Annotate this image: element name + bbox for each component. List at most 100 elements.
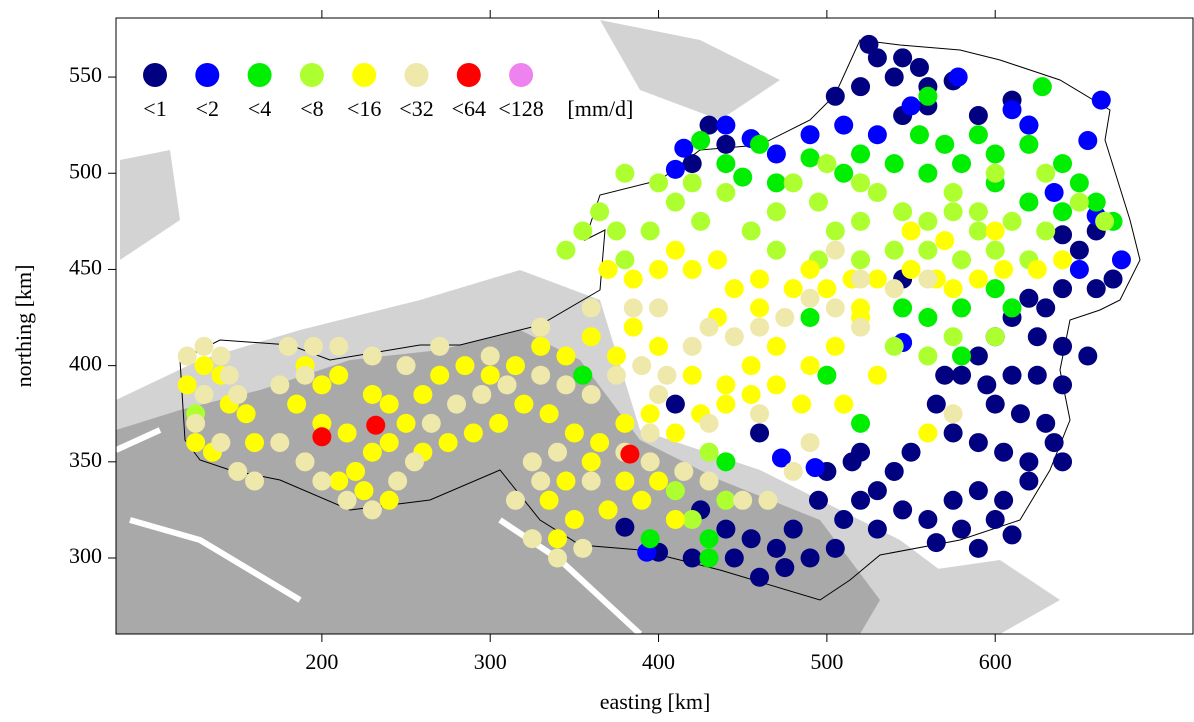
station-point	[522, 452, 542, 472]
station-point	[716, 394, 736, 414]
x-tick-label: 500	[810, 649, 843, 674]
station-point	[952, 298, 972, 318]
station-point	[581, 298, 601, 318]
station-point	[943, 327, 963, 347]
station-point	[1053, 202, 1073, 222]
station-point	[682, 510, 702, 530]
station-point	[851, 490, 871, 510]
station-point	[489, 413, 509, 433]
station-point	[379, 394, 399, 414]
station-point	[1019, 192, 1039, 212]
station-point	[1044, 182, 1064, 202]
station-point	[430, 365, 450, 385]
station-point	[867, 125, 887, 145]
station-point	[766, 202, 786, 222]
station-point	[800, 433, 820, 453]
station-point	[851, 144, 871, 164]
station-point	[665, 423, 685, 443]
station-point	[867, 182, 887, 202]
station-point	[918, 308, 938, 328]
station-point	[901, 96, 921, 116]
station-point	[531, 471, 551, 491]
station-point	[1002, 525, 1022, 545]
station-point	[480, 365, 500, 385]
country-border	[179, 39, 1141, 601]
station-point	[851, 250, 871, 270]
station-point	[968, 125, 988, 145]
legend-marker	[247, 63, 272, 87]
station-point	[194, 336, 214, 356]
station-point	[312, 471, 332, 491]
station-point	[177, 375, 197, 395]
station-point	[834, 163, 854, 183]
station-point	[800, 125, 820, 145]
station-point	[1053, 225, 1073, 245]
station-point	[716, 452, 736, 472]
station-point	[623, 298, 643, 318]
station-point	[716, 519, 736, 539]
station-point	[1036, 163, 1056, 183]
station-point	[834, 394, 854, 414]
station-point	[598, 259, 618, 279]
station-point	[825, 298, 845, 318]
station-point	[665, 510, 685, 530]
station-point	[1069, 192, 1089, 212]
station-point	[884, 336, 904, 356]
station-point	[505, 490, 525, 510]
station-point	[716, 115, 736, 135]
station-point	[867, 269, 887, 289]
station-point	[1053, 250, 1073, 270]
station-point	[1002, 100, 1022, 120]
station-point	[548, 529, 568, 549]
station-point	[851, 317, 871, 337]
x-tick-label: 300	[474, 649, 507, 674]
station-point	[985, 144, 1005, 164]
station-point	[531, 317, 551, 337]
station-point	[682, 365, 702, 385]
station-point	[270, 433, 290, 453]
station-point	[219, 365, 239, 385]
legend-label: <8	[300, 96, 323, 121]
station-point	[952, 519, 972, 539]
station-point	[884, 67, 904, 87]
station-point	[1053, 336, 1073, 356]
station-point	[665, 240, 685, 260]
station-point	[539, 490, 559, 510]
station-point	[649, 259, 669, 279]
station-point	[606, 365, 626, 385]
station-point	[455, 356, 475, 376]
legend-unit: [mm/d]	[567, 96, 633, 121]
station-point	[362, 500, 382, 520]
station-point	[783, 461, 803, 481]
legend-label: <2	[196, 96, 219, 121]
station-point	[194, 384, 214, 404]
station-point	[1032, 77, 1052, 97]
station-point	[750, 298, 770, 318]
station-point	[985, 327, 1005, 347]
station-point	[615, 413, 635, 433]
station-point	[1053, 452, 1073, 472]
station-point	[1019, 452, 1039, 472]
station-point	[329, 471, 349, 491]
station-point	[948, 67, 968, 87]
station-point	[716, 134, 736, 154]
station-point	[741, 529, 761, 549]
station-point	[598, 500, 618, 520]
station-point	[649, 298, 669, 318]
station-point	[800, 148, 820, 168]
station-point	[682, 548, 702, 568]
station-point	[590, 433, 610, 453]
station-point	[867, 519, 887, 539]
station-point	[851, 442, 871, 462]
station-point	[438, 433, 458, 453]
station-point	[177, 346, 197, 366]
station-point	[771, 448, 791, 468]
station-point	[952, 365, 972, 385]
station-point	[649, 384, 669, 404]
station-point	[396, 356, 416, 376]
station-point	[623, 317, 643, 337]
station-point	[952, 250, 972, 270]
x-axis-label: easting [km]	[600, 689, 711, 714]
station-point	[893, 500, 913, 520]
station-point	[337, 490, 357, 510]
